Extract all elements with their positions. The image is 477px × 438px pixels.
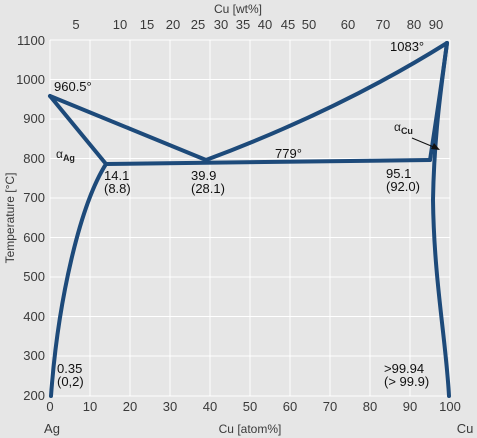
y-tick-labels: 200 300 400 500 600 700 800 900 1000 110… — [16, 33, 45, 403]
x-tick-30: 30 — [163, 399, 177, 414]
right-end-label: Cu — [457, 421, 474, 436]
eutectic-composition: 39.9 — [191, 168, 216, 183]
top-tick-30: 30 — [214, 17, 228, 32]
liquidus-left — [48, 94, 208, 162]
left-low-solubility-wt: (0,2) — [57, 374, 84, 389]
alpha-cu-label: αCu — [394, 120, 413, 136]
x-tick-0: 0 — [46, 399, 53, 414]
top-tick-90: 90 — [429, 17, 443, 32]
y-tick-800: 800 — [23, 151, 45, 166]
right-solubility: 95.1 — [386, 166, 411, 181]
ag-melting-point: 960.5° — [54, 79, 92, 94]
x-tick-60: 60 — [283, 399, 297, 414]
left-low-solubility: 0.35 — [57, 361, 82, 376]
top-tick-15: 15 — [140, 17, 154, 32]
eutectic-composition-wt: (28.1) — [191, 181, 225, 196]
solvus-right — [431, 41, 451, 398]
y-tick-1100: 1100 — [17, 33, 45, 48]
y-tick-500: 500 — [23, 269, 45, 284]
left-solubility-wt: (8.8) — [104, 181, 131, 196]
top-tick-40: 40 — [258, 17, 272, 32]
cu-melting-point: 1083° — [390, 39, 424, 54]
x-tick-90: 90 — [403, 399, 417, 414]
grid — [49, 39, 451, 397]
y-tick-900: 900 — [23, 111, 45, 126]
solidus-left — [48, 94, 108, 166]
eutectic-temperature: 779° — [275, 146, 302, 161]
x-tick-70: 70 — [323, 399, 337, 414]
top-tick-60: 60 — [341, 17, 355, 32]
alpha-cu-arrow — [411, 137, 440, 150]
top-tick-5: 5 — [72, 17, 79, 32]
solvus-left — [49, 162, 108, 398]
liquidus-right — [204, 41, 449, 162]
x-tick-10: 10 — [83, 399, 97, 414]
right-low-solubility: >99.94 — [384, 361, 424, 376]
top-tick-labels: 5 10 15 20 25 30 35 40 45 50 60 70 80 90 — [72, 17, 443, 32]
x-tick-80: 80 — [363, 399, 377, 414]
right-low-solubility-wt: (> 99.9) — [384, 374, 429, 389]
top-tick-45: 45 — [281, 17, 295, 32]
left-solubility: 14.1 — [104, 168, 129, 183]
x-tick-labels: 0 10 20 30 40 50 60 70 80 90 100 — [46, 399, 460, 414]
y-tick-200: 200 — [23, 388, 45, 403]
top-tick-25: 25 — [191, 17, 205, 32]
right-solubility-wt: (92.0) — [386, 179, 420, 194]
x-tick-20: 20 — [123, 399, 137, 414]
x-tick-100: 100 — [439, 399, 461, 414]
top-tick-10: 10 — [113, 17, 127, 32]
top-tick-70: 70 — [376, 17, 390, 32]
left-end-label: Ag — [44, 421, 60, 436]
top-tick-50: 50 — [302, 17, 316, 32]
top-tick-20: 20 — [166, 17, 180, 32]
left-axis-title: Temperature [°C] — [3, 173, 17, 264]
y-tick-400: 400 — [23, 309, 45, 324]
alpha-ag-label: αAg — [56, 147, 75, 163]
x-tick-40: 40 — [203, 399, 217, 414]
y-tick-300: 300 — [23, 348, 45, 363]
bottom-axis-title: Cu [atom%] — [219, 422, 282, 436]
y-tick-700: 700 — [23, 190, 45, 205]
y-tick-1000: 1000 — [16, 72, 45, 87]
x-tick-50: 50 — [243, 399, 257, 414]
top-tick-80: 80 — [407, 17, 421, 32]
top-tick-35: 35 — [236, 17, 250, 32]
top-axis-title: Cu [wt%] — [214, 2, 262, 16]
eutectic-line — [104, 158, 432, 166]
y-tick-600: 600 — [23, 230, 45, 245]
